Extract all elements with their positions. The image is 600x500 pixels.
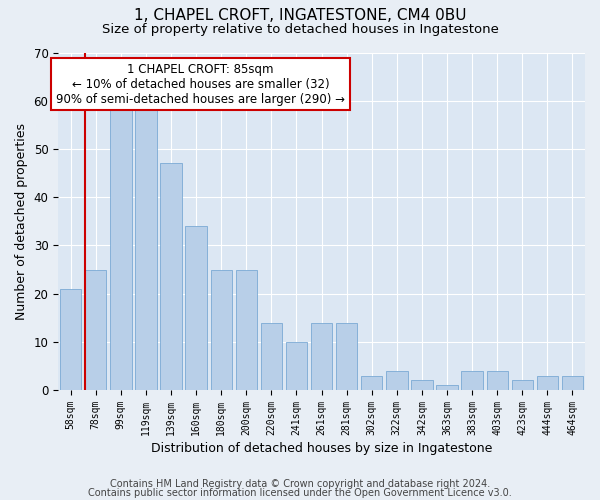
Text: Contains HM Land Registry data © Crown copyright and database right 2024.: Contains HM Land Registry data © Crown c… (110, 479, 490, 489)
Bar (461, 371, 483, 390)
Bar (512, 380, 533, 390)
Text: Size of property relative to detached houses in Ingatestone: Size of property relative to detached ho… (101, 22, 499, 36)
Bar (361, 376, 382, 390)
Bar (185, 226, 207, 390)
Bar (135, 110, 157, 390)
Bar (286, 342, 307, 390)
Bar (411, 380, 433, 390)
Bar (336, 322, 358, 390)
Text: Contains public sector information licensed under the Open Government Licence v3: Contains public sector information licen… (88, 488, 512, 498)
X-axis label: Distribution of detached houses by size in Ingatestone: Distribution of detached houses by size … (151, 442, 492, 455)
Bar (85, 270, 106, 390)
Text: 1 CHAPEL CROFT: 85sqm
← 10% of detached houses are smaller (32)
90% of semi-deta: 1 CHAPEL CROFT: 85sqm ← 10% of detached … (56, 62, 345, 106)
Bar (436, 386, 458, 390)
Y-axis label: Number of detached properties: Number of detached properties (15, 123, 28, 320)
Bar (261, 322, 282, 390)
Text: 1, CHAPEL CROFT, INGATESTONE, CM4 0BU: 1, CHAPEL CROFT, INGATESTONE, CM4 0BU (134, 8, 466, 22)
Bar (60, 289, 82, 390)
Bar (537, 376, 558, 390)
Bar (110, 110, 131, 390)
Bar (386, 371, 407, 390)
Bar (160, 164, 182, 390)
Bar (211, 270, 232, 390)
Bar (562, 376, 583, 390)
Bar (487, 371, 508, 390)
Bar (236, 270, 257, 390)
Bar (311, 322, 332, 390)
